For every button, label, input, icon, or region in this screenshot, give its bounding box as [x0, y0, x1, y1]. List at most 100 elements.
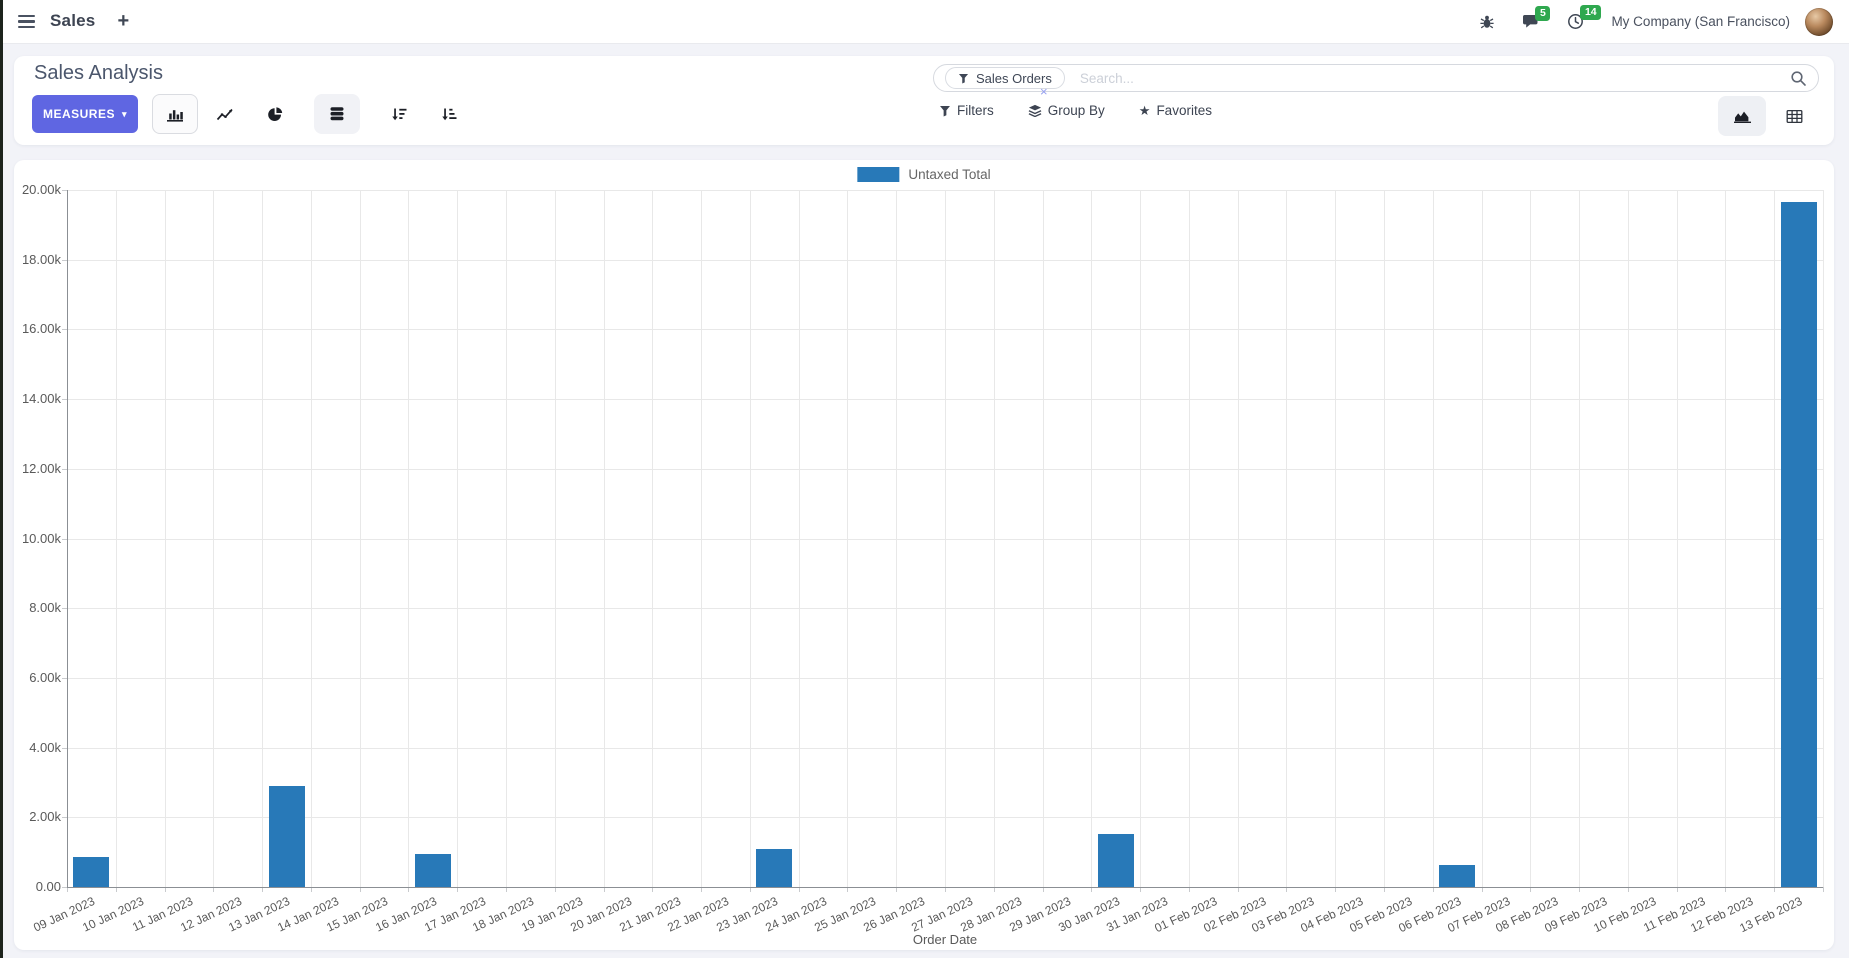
- y-axis-label: 8.00k: [29, 600, 61, 616]
- x-tickmark: [310, 887, 312, 892]
- group-by-icon: [1028, 104, 1042, 117]
- gridline-vertical: [1286, 190, 1288, 887]
- sort-ascending-button[interactable]: [426, 94, 472, 134]
- messages-icon[interactable]: 5: [1522, 5, 1551, 30]
- x-tickmark: [164, 887, 166, 892]
- x-tickmark: [1335, 887, 1337, 892]
- gridline-vertical: [310, 190, 312, 887]
- y-tickmark: [62, 817, 67, 819]
- search-icon[interactable]: [1790, 70, 1807, 87]
- y-axis-label: 2.00k: [29, 809, 61, 825]
- messages-count-badge: 5: [1535, 5, 1551, 21]
- legend-swatch: [857, 167, 900, 182]
- x-tickmark: [1432, 887, 1434, 892]
- chart-card: Untaxed Total 0.00 2.00k 4.00k 6.00k 8.00k 10…: [14, 160, 1834, 950]
- menu-icon[interactable]: [16, 11, 37, 32]
- x-tickmark: [1140, 887, 1142, 892]
- gridline-vertical: [262, 190, 264, 887]
- bar[interactable]: [756, 848, 793, 887]
- bar-chart-button[interactable]: [152, 94, 198, 134]
- gridline-vertical: [1725, 190, 1727, 887]
- pie-chart-button[interactable]: [252, 94, 298, 134]
- x-tickmark: [1384, 887, 1385, 892]
- debug-bug-icon[interactable]: [1479, 14, 1495, 30]
- pivot-table-icon: [1786, 109, 1802, 123]
- activities-clock-icon[interactable]: 14: [1567, 5, 1602, 30]
- x-tickmark: [1188, 887, 1190, 892]
- gridline-vertical: [993, 190, 995, 887]
- gridline-vertical: [1774, 190, 1776, 887]
- y-tickmark: [62, 538, 67, 540]
- top-navbar: Sales + 5 14 My Company (San Francisco): [0, 0, 1849, 44]
- y-axis-label: 4.00k: [29, 739, 61, 755]
- x-tickmark: [1286, 887, 1288, 892]
- x-tickmark: [945, 887, 946, 892]
- app-menu-sales[interactable]: Sales: [50, 11, 96, 31]
- gridline-vertical: [798, 190, 800, 887]
- x-tickmark: [1237, 887, 1239, 892]
- bar[interactable]: [1097, 834, 1134, 887]
- y-tickmark: [62, 887, 67, 888]
- x-tickmark: [1481, 887, 1483, 892]
- gridline-vertical: [1091, 190, 1093, 887]
- x-tickmark: [1091, 887, 1093, 892]
- graph-view-button[interactable]: [1718, 96, 1766, 136]
- chart-plot: 0.00 2.00k 4.00k 6.00k 8.00k 10.00k 12.00k 14.0…: [14, 160, 1834, 950]
- gridline-vertical: [1237, 190, 1239, 887]
- gridline-vertical: [1481, 190, 1483, 887]
- bar[interactable]: [1780, 202, 1817, 887]
- chart-legend[interactable]: Untaxed Total: [857, 167, 991, 182]
- plus-icon[interactable]: +: [117, 10, 130, 33]
- line-chart-button[interactable]: [202, 94, 248, 134]
- gridline-vertical: [749, 190, 751, 887]
- x-tickmark: [262, 887, 264, 892]
- y-tickmark: [62, 468, 67, 470]
- y-axis-label: 18.00k: [21, 251, 61, 267]
- gridline-vertical: [1579, 190, 1581, 887]
- x-tickmark: [1823, 887, 1824, 892]
- facet-remove-icon[interactable]: ×: [1040, 84, 1048, 99]
- caret-down-icon: ▾: [121, 108, 128, 119]
- gridline-vertical: [1432, 190, 1434, 887]
- favorites-button[interactable]: ★ Favorites: [1138, 103, 1212, 118]
- x-tickmark: [847, 887, 849, 892]
- x-axis-line: [67, 887, 1823, 888]
- x-tickmark: [749, 887, 751, 892]
- y-tickmark: [62, 259, 67, 261]
- x-tickmark: [896, 887, 898, 892]
- bar[interactable]: [414, 853, 451, 887]
- gridline-vertical: [945, 190, 946, 887]
- bar[interactable]: [1439, 865, 1476, 887]
- filters-button[interactable]: Filters: [939, 103, 994, 118]
- search-facet-sales-orders[interactable]: Sales Orders: [945, 67, 1065, 89]
- bar[interactable]: [73, 857, 110, 887]
- user-avatar[interactable]: [1805, 7, 1833, 36]
- gridline-vertical: [652, 190, 654, 887]
- group-by-button[interactable]: Group By: [1028, 103, 1105, 118]
- search-input[interactable]: Search...: [1079, 70, 1134, 86]
- measures-button[interactable]: MEASURES ▾: [32, 95, 138, 133]
- y-axis-label: 16.00k: [21, 321, 61, 337]
- window-edge: [0, 0, 3, 958]
- stacked-toggle-button[interactable]: [314, 94, 360, 134]
- gridline-vertical: [1823, 190, 1824, 887]
- search-bar[interactable]: Sales Orders × Search...: [933, 64, 1819, 98]
- pivot-view-button[interactable]: [1770, 96, 1818, 136]
- x-tickmark: [603, 887, 605, 892]
- gridline-vertical: [847, 190, 849, 887]
- filters-icon: [940, 105, 950, 116]
- control-panel: Sales Analysis MEASURES ▾: [14, 56, 1834, 145]
- pie-chart-icon: [267, 106, 282, 121]
- y-axis-label: 6.00k: [29, 669, 61, 685]
- x-tickmark: [408, 887, 410, 892]
- stacked-icon: [330, 107, 344, 121]
- gridline-vertical: [1676, 190, 1678, 887]
- sort-descending-button[interactable]: [376, 94, 422, 134]
- gridline-vertical: [1530, 190, 1532, 887]
- star-icon: ★: [1138, 103, 1151, 118]
- company-switcher[interactable]: My Company (San Francisco): [1611, 14, 1790, 29]
- gridline-vertical: [213, 190, 215, 887]
- gridline-vertical: [1042, 190, 1044, 887]
- bar[interactable]: [268, 785, 305, 887]
- x-tickmark: [506, 887, 507, 892]
